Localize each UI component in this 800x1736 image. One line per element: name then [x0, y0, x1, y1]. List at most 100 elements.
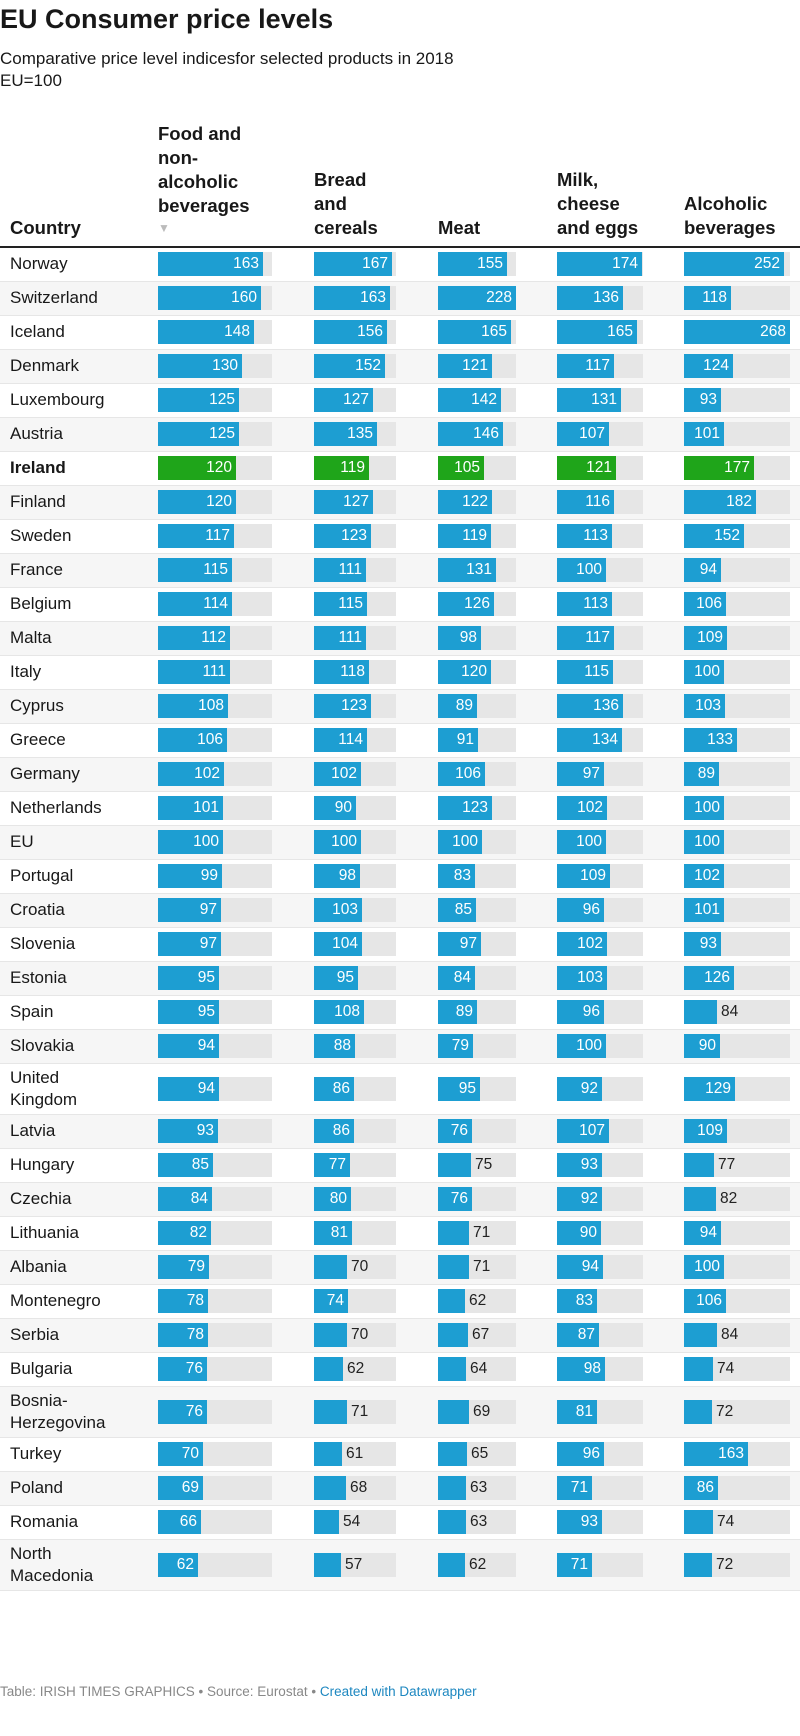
bar-track: 107: [557, 422, 643, 446]
bar-track: 90: [684, 1034, 790, 1058]
bar-alcohol: [684, 932, 721, 956]
bar-cell-milk: 83: [557, 1284, 684, 1319]
bar-track: 86: [314, 1076, 396, 1101]
column-header-milk[interactable]: Milk, cheese and eggs: [557, 122, 684, 248]
bar-milk: [557, 252, 642, 277]
bar-cell-meat: 119: [438, 519, 557, 554]
bar-value-label: 100: [694, 799, 720, 816]
column-header-food[interactable]: Food and non-alcoholic beverages ▼: [158, 122, 314, 248]
bar-track: 61: [314, 1442, 396, 1466]
bar-bread: [314, 830, 361, 854]
country-name: EU: [0, 825, 158, 860]
bar-alcohol: [684, 1119, 727, 1143]
bar-cell-bread: 127: [314, 383, 438, 418]
table-row: Italy 111 118 120 115 100: [0, 655, 800, 690]
bar-value-label: 116: [585, 493, 610, 510]
bar-cell-food: 108: [158, 689, 314, 724]
table-row: Finland 120 127 122 116 182: [0, 485, 800, 520]
bar-track: 146: [438, 422, 516, 446]
column-header-country[interactable]: Country: [0, 122, 158, 248]
bar-track: 165: [557, 320, 643, 344]
bar-cell-milk: 92: [557, 1182, 684, 1217]
column-header-alcohol[interactable]: Alcoholic beverages: [684, 122, 800, 248]
bar-track: 74: [684, 1510, 790, 1534]
bar-cell-milk: 109: [557, 859, 684, 894]
bar-value-label: 89: [697, 765, 715, 782]
bar-value-label: 111: [202, 663, 226, 680]
bar-cell-milk: 121: [557, 451, 684, 486]
bar-cell-bread: 86: [314, 1114, 438, 1149]
bar-cell-meat: 123: [438, 791, 557, 826]
bar-track: 89: [438, 1000, 516, 1024]
bar-value-label: 67: [472, 1326, 490, 1343]
bar-bread: [314, 1187, 351, 1211]
bar-track: 101: [684, 898, 790, 922]
chart-subtitle-baseline: EU=100: [0, 71, 62, 90]
bar-value-label: 78: [186, 1326, 204, 1343]
bar-track: 62: [438, 1552, 516, 1577]
bar-meat: [438, 1323, 468, 1347]
bar-milk: [557, 1552, 592, 1577]
bar-track: 63: [438, 1476, 516, 1500]
bar-value-label: 228: [486, 289, 512, 306]
bar-value-label: 79: [187, 1258, 205, 1275]
bar-cell-milk: 174: [557, 247, 684, 282]
country-name: Serbia: [0, 1318, 158, 1353]
table-row: Greece 106 114 91 134 133: [0, 723, 800, 758]
bar-value-label: 81: [330, 1224, 348, 1241]
bar-track: 86: [314, 1119, 396, 1143]
bar-bread: [314, 1034, 355, 1058]
bar-value-label: 74: [326, 1292, 344, 1309]
bar-cell-alcohol: 74: [684, 1352, 800, 1387]
column-header-label: Country: [10, 217, 81, 238]
bar-cell-milk: 116: [557, 485, 684, 520]
bar-cell-meat: 100: [438, 825, 557, 860]
bar-cell-food: 78: [158, 1284, 314, 1319]
bar-cell-bread: 111: [314, 553, 438, 588]
bar-cell-milk: 102: [557, 927, 684, 962]
bar-cell-bread: 70: [314, 1250, 438, 1285]
bar-value-label: 113: [583, 527, 608, 544]
bar-cell-bread: 57: [314, 1539, 438, 1591]
table-row: Slovenia 97 104 97 102 93: [0, 927, 800, 962]
column-header-bread[interactable]: Bread and cereals: [314, 122, 438, 248]
bar-cell-food: 102: [158, 757, 314, 792]
bar-cell-food: 97: [158, 893, 314, 928]
bar-cell-bread: 104: [314, 927, 438, 962]
bar-cell-food: 76: [158, 1352, 314, 1387]
bar-track: 114: [314, 728, 396, 752]
bar-track: 83: [438, 864, 516, 888]
bar-cell-alcohol: 100: [684, 655, 800, 690]
bar-track: 71: [314, 1399, 396, 1424]
bar-food: [158, 252, 263, 277]
bar-value-label: 95: [197, 1003, 215, 1020]
bar-track: 103: [684, 694, 790, 718]
bar-value-label: 106: [696, 595, 722, 612]
bar-value-label: 109: [697, 1122, 723, 1139]
bar-alcohol: [684, 592, 726, 616]
bar-value-label: 126: [464, 595, 490, 612]
bar-bread: [314, 626, 366, 650]
bar-food: [158, 830, 223, 854]
bar-value-label: 108: [198, 697, 224, 714]
bar-track: 114: [158, 592, 272, 616]
datawrapper-link[interactable]: Created with Datawrapper: [319, 1684, 477, 1699]
bar-cell-milk: 103: [557, 961, 684, 996]
bar-track: 80: [314, 1187, 396, 1211]
bar-track: 100: [557, 830, 643, 854]
bar-meat: [438, 1119, 472, 1143]
bar-cell-milk: 93: [557, 1505, 684, 1540]
bar-value-label: 85: [454, 901, 472, 918]
bar-cell-alcohol: 118: [684, 281, 800, 316]
column-header-meat[interactable]: Meat: [438, 122, 557, 248]
bar-track: 96: [557, 1000, 643, 1024]
bar-milk: [557, 1289, 597, 1313]
country-name: Austria: [0, 417, 158, 452]
bar-value-label: 90: [698, 1037, 716, 1054]
bar-value-label: 127: [343, 391, 369, 408]
bar-cell-meat: 65: [438, 1437, 557, 1472]
country-name: Romania: [0, 1505, 158, 1540]
bar-value-label: 62: [347, 1360, 365, 1377]
bar-value-label: 54: [343, 1513, 361, 1530]
bar-meat: [438, 830, 482, 854]
